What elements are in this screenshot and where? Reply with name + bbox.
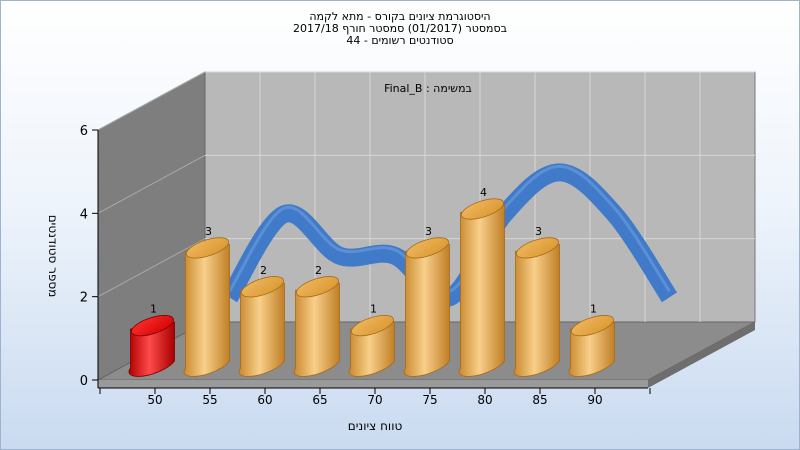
x-tick-label: 55 bbox=[202, 393, 217, 407]
bar-value-label: 4 bbox=[480, 186, 487, 199]
title-line-students: סטודנטים רשומים - 44 bbox=[346, 34, 454, 47]
y-axis-ticks: 0 2 4 6 bbox=[80, 124, 99, 389]
bar-top bbox=[241, 276, 284, 298]
bar-body bbox=[183, 243, 230, 377]
y-axis-label: מספר סטודנטים bbox=[46, 215, 60, 298]
series-annotation: במשימה : Final_B bbox=[384, 82, 472, 95]
bar bbox=[293, 276, 340, 377]
bar-top bbox=[131, 315, 174, 337]
bar-value-label: 2 bbox=[315, 264, 322, 277]
bar-value-label: 1 bbox=[590, 303, 597, 316]
bar-body bbox=[458, 205, 505, 377]
bar-top bbox=[406, 237, 449, 259]
bar-top bbox=[186, 237, 229, 259]
x-tick-label: 60 bbox=[257, 393, 272, 407]
bar bbox=[348, 315, 395, 377]
bar bbox=[183, 237, 230, 377]
bars bbox=[128, 198, 615, 377]
bar bbox=[238, 276, 285, 377]
bar-body bbox=[293, 282, 340, 377]
title-line-semester: בסמסטר (01/2017) סמסטר חורף 2017/18 bbox=[293, 22, 507, 35]
bar-value-label: 2 bbox=[260, 264, 267, 277]
chart-title: היסטוגרמת ציונים בקורס - מתא לקמה בסמסטר… bbox=[0, 11, 800, 47]
bar bbox=[568, 315, 615, 377]
bar bbox=[458, 198, 505, 377]
bar-value-label: 3 bbox=[425, 225, 432, 238]
y-tick-label: 4 bbox=[80, 207, 88, 222]
bar-body bbox=[513, 243, 560, 377]
bar bbox=[403, 237, 450, 377]
x-tick-label: 90 bbox=[587, 393, 602, 407]
floor-front bbox=[98, 380, 648, 388]
y-tick-label: 0 bbox=[80, 374, 88, 389]
x-tick-label: 70 bbox=[367, 393, 382, 407]
bar-value-label: 3 bbox=[535, 225, 542, 238]
y-tick-label: 6 bbox=[80, 124, 88, 139]
bar-value-label: 3 bbox=[205, 225, 212, 238]
bar-body bbox=[403, 243, 450, 377]
gridline-side bbox=[97, 154, 206, 214]
bar-body bbox=[238, 282, 285, 377]
x-axis-label: טווח ציונים bbox=[348, 419, 403, 433]
x-axis-ticks: 50 55 60 65 70 75 80 85 90 bbox=[98, 387, 651, 407]
floor-edge bbox=[648, 322, 755, 388]
value-labels: 1 3 2 2 1 3 4 3 1 bbox=[150, 186, 597, 316]
bar-top bbox=[571, 315, 614, 337]
bar-top bbox=[296, 276, 339, 298]
bar-value-label: 1 bbox=[150, 303, 157, 316]
bar-top bbox=[461, 198, 504, 220]
x-tick-label: 50 bbox=[147, 393, 162, 407]
bar bbox=[128, 315, 175, 377]
gridline-side bbox=[97, 238, 206, 298]
bar-value-label: 1 bbox=[370, 303, 377, 316]
bar-top bbox=[351, 315, 394, 337]
bar-top bbox=[516, 237, 559, 259]
x-tick-label: 75 bbox=[422, 393, 437, 407]
x-tick-label: 65 bbox=[312, 393, 327, 407]
title-line-course: היסטוגרמת ציונים בקורס - מתא לקמה bbox=[309, 10, 491, 23]
bar bbox=[513, 237, 560, 377]
x-tick-label: 80 bbox=[477, 393, 492, 407]
gridline-side bbox=[97, 71, 206, 131]
x-tick-label: 85 bbox=[532, 393, 547, 407]
y-tick-label: 2 bbox=[80, 291, 88, 306]
